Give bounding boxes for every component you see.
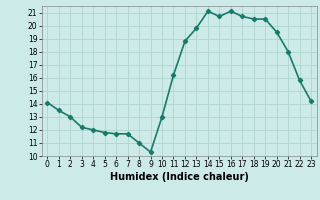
X-axis label: Humidex (Indice chaleur): Humidex (Indice chaleur) bbox=[110, 172, 249, 182]
